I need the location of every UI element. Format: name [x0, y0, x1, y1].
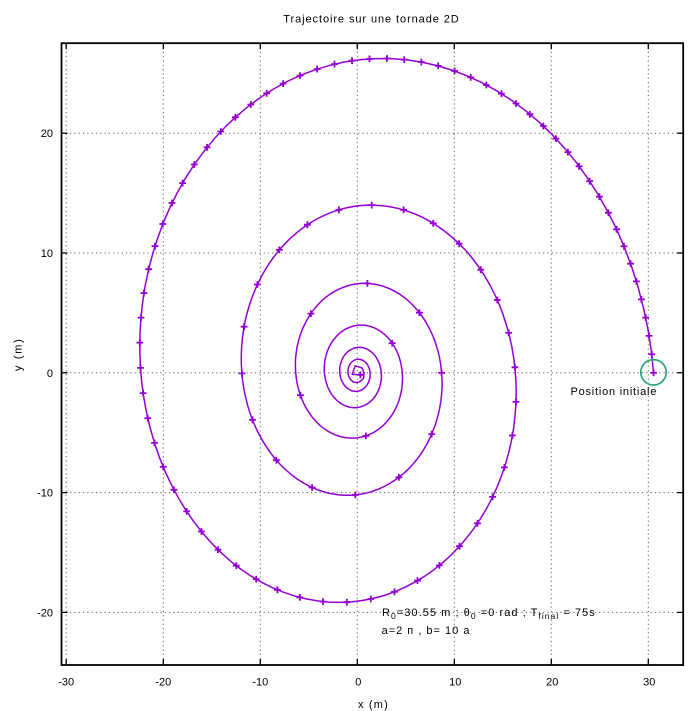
svg-text:0: 0: [47, 368, 53, 380]
svg-text:10: 10: [449, 677, 461, 689]
svg-text:y (m): y (m): [12, 338, 24, 372]
svg-text:20: 20: [41, 128, 53, 140]
svg-text:x (m): x (m): [358, 699, 389, 711]
svg-text:-10: -10: [37, 488, 53, 500]
svg-text:-10: -10: [252, 677, 268, 689]
svg-text:Trajectoire sur une tornade 2D: Trajectoire sur une tornade 2D: [283, 14, 459, 26]
svg-text:a=2 п , b= 10 a: a=2 п , b= 10 a: [382, 625, 471, 637]
svg-text:-20: -20: [37, 607, 53, 619]
svg-text:0: 0: [355, 677, 361, 689]
svg-text:30: 30: [643, 677, 655, 689]
svg-text:10: 10: [41, 248, 53, 260]
svg-text:R0=30.55 m ; θ0 =0 rad ; Tfina: R0=30.55 m ; θ0 =0 rad ; Tfinal = 75s: [382, 607, 596, 621]
svg-text:-30: -30: [58, 677, 74, 689]
svg-text:Position initiale: Position initiale: [571, 386, 658, 398]
svg-text:20: 20: [546, 677, 558, 689]
svg-text:-20: -20: [155, 677, 171, 689]
